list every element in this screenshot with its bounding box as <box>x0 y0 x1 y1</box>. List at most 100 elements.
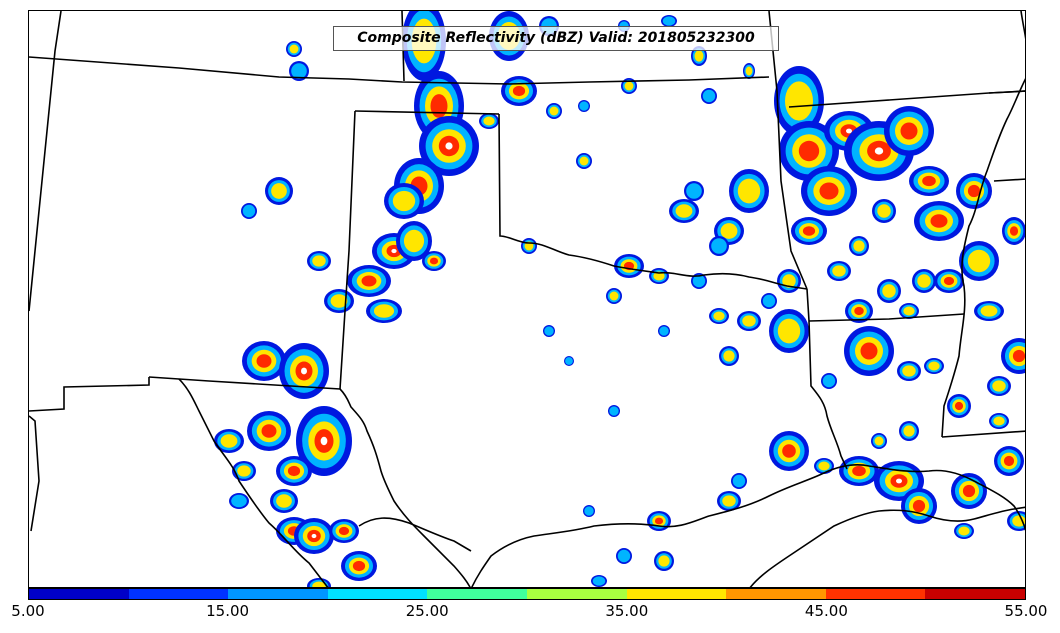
border-tx-la <box>806 288 848 470</box>
map-title: Composite Reflectivity (dBZ) Valid: 2018… <box>333 26 779 51</box>
echo-cell <box>956 173 992 209</box>
colorbar-segment <box>726 589 826 599</box>
echo-cell <box>709 308 729 324</box>
echo-cell <box>479 113 499 129</box>
echo-cell <box>844 326 894 376</box>
echo-cell <box>289 61 309 81</box>
echo-cell <box>769 309 809 353</box>
echo-cell <box>583 505 595 517</box>
echo-cell <box>546 103 562 119</box>
echo-cell <box>839 456 879 486</box>
echo-cell <box>419 116 479 176</box>
border-mississippi <box>941 78 1025 438</box>
border-ms-al <box>993 178 1025 182</box>
echo-cell <box>974 301 1004 321</box>
colorbar-segment <box>228 589 328 599</box>
echo-cell <box>934 269 964 293</box>
echo-cell <box>366 299 402 323</box>
border-mexico-3 <box>358 517 472 552</box>
echo-cell <box>989 413 1009 429</box>
colorbar-tick-label: 35.00 <box>605 602 649 620</box>
echo-cell <box>947 394 971 418</box>
echo-cell <box>884 106 934 156</box>
echo-cell <box>396 221 432 261</box>
echo-cell <box>909 166 949 196</box>
gulf-coast-texas <box>749 506 1025 587</box>
echo-cell <box>912 269 936 293</box>
echo-cell <box>606 288 622 304</box>
echo-cell <box>578 100 590 112</box>
echo-cell <box>276 456 312 486</box>
colorbar-tick-label: 45.00 <box>804 602 848 620</box>
echo-cell <box>649 268 669 284</box>
echo-cell <box>924 358 944 374</box>
border-ok-ar <box>768 11 808 290</box>
echo-cell <box>769 431 809 471</box>
border-panhandle-top <box>354 110 500 115</box>
echo-cell <box>791 217 827 245</box>
echo-cell <box>914 201 964 241</box>
border-mexico-1 <box>29 377 150 412</box>
border-nw-diagonal <box>29 11 62 312</box>
echo-cell <box>324 289 354 313</box>
border-rio-grande <box>148 376 471 587</box>
echo-cell <box>899 421 919 441</box>
echo-cell <box>845 299 873 323</box>
state-boundaries <box>29 11 1025 587</box>
echo-cell <box>899 303 919 319</box>
echo-cell <box>347 265 391 297</box>
colorbar-segment <box>327 589 428 599</box>
echo-cell <box>576 153 592 169</box>
echo-cell <box>877 279 901 303</box>
echo-cell <box>654 551 674 571</box>
echo-cell <box>616 548 632 564</box>
echo-cell <box>658 325 670 337</box>
echo-cell <box>608 405 620 417</box>
echo-cell <box>307 251 331 271</box>
echo-cell <box>279 343 329 399</box>
colorbar-segment <box>825 589 926 599</box>
echo-cell <box>691 273 707 289</box>
echo-cell <box>827 261 851 281</box>
echo-cell <box>731 473 747 489</box>
echo-cell <box>614 254 644 278</box>
map-canvas <box>29 11 1025 587</box>
echo-cell <box>743 63 755 79</box>
border-ar-la <box>808 313 965 322</box>
echo-cell <box>521 238 537 254</box>
echo-cell <box>294 518 334 554</box>
echo-cell <box>872 199 896 223</box>
echo-cell <box>1002 217 1025 245</box>
echo-cell <box>501 76 537 106</box>
echo-cell <box>232 461 256 481</box>
border-red-river <box>498 113 808 290</box>
gulf-coast <box>471 464 1025 587</box>
colorbar-segment <box>925 589 1025 599</box>
colorbar-tick-label: 15.00 <box>206 602 250 620</box>
border-mexico-west <box>29 415 40 532</box>
echo-cell <box>959 241 999 281</box>
colorbar-segment <box>29 589 129 599</box>
echo-cell <box>286 41 302 57</box>
echo-cell <box>774 66 824 136</box>
echo-cell <box>709 236 729 256</box>
echo-cell <box>214 429 244 453</box>
echo-cell <box>241 203 257 219</box>
echo-cell <box>779 121 839 181</box>
echo-cell <box>247 411 291 451</box>
echo-cell <box>987 376 1011 396</box>
echo-cell <box>814 458 834 474</box>
echo-cell <box>384 183 424 219</box>
echo-cell <box>951 473 987 509</box>
colorbar-segment <box>626 589 727 599</box>
echo-cell <box>329 519 359 543</box>
echo-cell <box>761 293 777 309</box>
colorbar-tick-label: 25.00 <box>405 602 449 620</box>
colorbar-segment <box>427 589 527 599</box>
echo-cell <box>821 373 837 389</box>
echo-cell <box>543 325 555 337</box>
colorbar-tick-label: 5.00 <box>11 602 45 620</box>
echo-cell <box>901 488 937 524</box>
colorbar-segment <box>526 589 627 599</box>
echo-cell <box>296 406 352 476</box>
